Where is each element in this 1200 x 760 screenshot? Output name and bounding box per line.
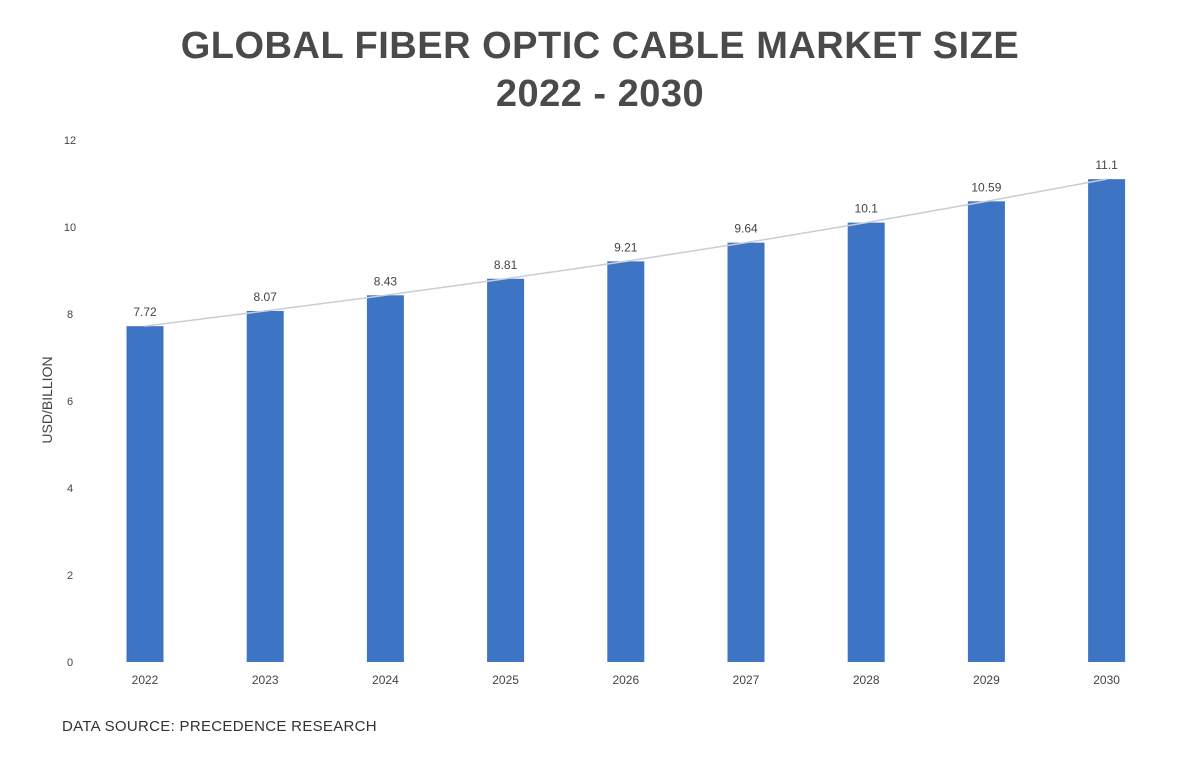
y-axis-label: USD/BILLION xyxy=(39,356,55,443)
x-tick-label: 2022 xyxy=(132,673,159,687)
data-label: 11.1 xyxy=(1095,158,1118,172)
y-tick-label: 2 xyxy=(67,570,73,582)
data-labels: 7.72 8.07 8.43 8.81 9.21 9.64 10.1 10.59 11.1 xyxy=(133,158,1118,319)
data-label: 7.72 xyxy=(133,305,157,319)
bar-2022 xyxy=(126,326,164,662)
x-tick-label: 2026 xyxy=(612,673,639,687)
bar-2024 xyxy=(366,295,404,662)
x-tick-label: 2029 xyxy=(973,673,1000,687)
bar-2028 xyxy=(847,222,885,662)
y-tick-label: 0 xyxy=(67,657,73,669)
data-source: DATA SOURCE: PRECEDENCE RESEARCH xyxy=(62,718,377,735)
data-label: 9.64 xyxy=(734,222,758,236)
chart-title: GLOBAL FIBER OPTIC CABLE MARKET SIZE 202… xyxy=(0,22,1200,118)
bar-2027 xyxy=(727,242,765,662)
bar-2025 xyxy=(487,278,525,662)
chart-title-line2: 2022 - 2030 xyxy=(495,73,705,115)
x-axis-ticks: 2022 2023 2024 2025 2026 2027 2028 2029 2030 xyxy=(132,673,1121,687)
data-label: 8.07 xyxy=(254,290,278,304)
trend-line xyxy=(144,178,1107,327)
y-tick-label: 12 xyxy=(64,135,76,147)
chart-title-line1: GLOBAL FIBER OPTIC CABLE MARKET SIZE xyxy=(180,25,1020,67)
x-tick-label: 2024 xyxy=(372,673,399,687)
bars-group xyxy=(126,179,1126,662)
y-axis-ticks: 0 2 4 6 8 10 12 xyxy=(64,135,76,669)
bar-2030 xyxy=(1088,179,1126,662)
data-label: 9.21 xyxy=(614,240,638,254)
y-tick-label: 8 xyxy=(67,309,73,321)
data-label: 10.1 xyxy=(855,202,879,216)
data-label: 8.43 xyxy=(374,274,398,288)
x-tick-label: 2027 xyxy=(733,673,760,687)
y-tick-label: 10 xyxy=(64,222,76,234)
x-tick-label: 2028 xyxy=(853,673,880,687)
bar-2026 xyxy=(607,261,645,662)
data-label: 8.81 xyxy=(494,258,518,272)
bar-2029 xyxy=(967,201,1005,662)
bar-2023 xyxy=(246,310,284,662)
y-tick-label: 6 xyxy=(67,396,73,408)
x-tick-label: 2023 xyxy=(252,673,279,687)
x-tick-label: 2030 xyxy=(1093,673,1120,687)
y-tick-label: 4 xyxy=(67,483,73,495)
x-tick-label: 2025 xyxy=(492,673,519,687)
data-label: 10.59 xyxy=(971,180,1001,194)
